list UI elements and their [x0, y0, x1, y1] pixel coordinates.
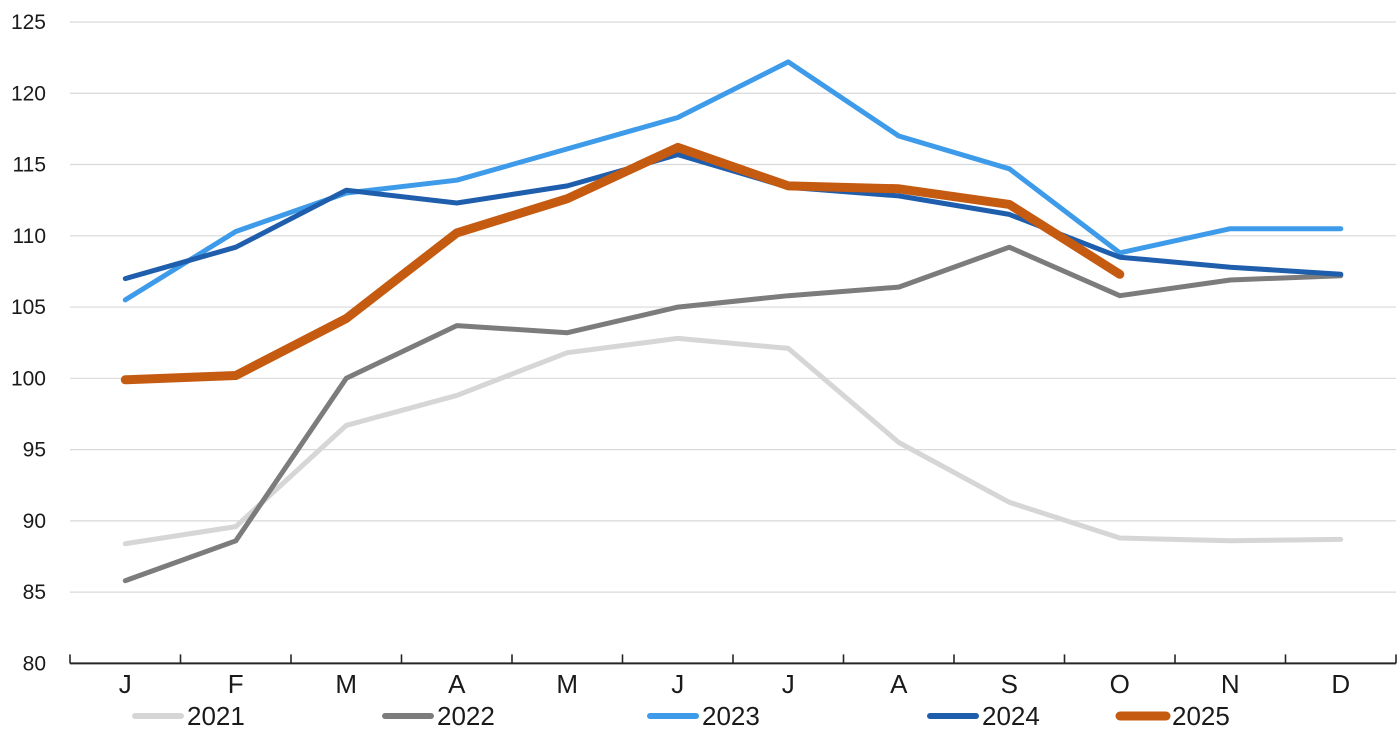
x-tick-label: N [1221, 669, 1240, 699]
x-tick-label: J [782, 669, 795, 699]
legend-label-2024: 2024 [982, 701, 1040, 731]
gridlines [70, 21, 1396, 593]
legend-item-2024: 2024 [927, 701, 1040, 731]
x-tick-label: J [119, 669, 132, 699]
legend-item-2022: 2022 [382, 701, 495, 731]
legend-item-2023: 2023 [647, 701, 760, 731]
legend-item-2025: 2025 [1115, 701, 1230, 731]
y-tick-label: 95 [23, 439, 46, 462]
y-tick-label: 90 [23, 510, 46, 533]
legend-label-2025: 2025 [1172, 701, 1230, 731]
series-line-2023 [122, 59, 1344, 303]
y-tick-label: 125 [11, 11, 46, 34]
legend: 2021 2022 2023 2024 2025 [132, 701, 1230, 731]
x-tick-label: F [228, 669, 244, 699]
y-axis-labels: 80 85 90 95 100 105 110 115 120 125 [11, 11, 46, 675]
y-tick-label: 80 [23, 652, 46, 675]
y-tick-label: 115 [13, 154, 46, 177]
x-axis [69, 654, 1397, 665]
x-tick-label: D [1331, 669, 1350, 699]
legend-label-2023: 2023 [702, 701, 760, 731]
x-tick-label: M [556, 669, 578, 699]
y-tick-label: 120 [11, 82, 46, 105]
series-line-2025 [120, 142, 1125, 385]
y-tick-label: 110 [13, 225, 46, 248]
x-tick-label: S [1001, 669, 1018, 699]
x-tick-label: O [1110, 669, 1130, 699]
legend-label-2021: 2021 [187, 701, 245, 731]
x-tick-label: A [890, 669, 908, 699]
x-tick-label: J [671, 669, 684, 699]
x-tick-label: M [335, 669, 357, 699]
y-tick-label: 105 [11, 296, 46, 319]
series-line-2024 [122, 152, 1344, 282]
y-tick-label: 85 [23, 581, 46, 604]
series-line-2021 [122, 335, 1344, 547]
x-tick-label: A [448, 669, 466, 699]
series-line-2022 [122, 244, 1344, 584]
y-tick-label: 100 [11, 367, 46, 390]
legend-item-2021: 2021 [132, 701, 245, 731]
legend-label-2022: 2022 [437, 701, 495, 731]
